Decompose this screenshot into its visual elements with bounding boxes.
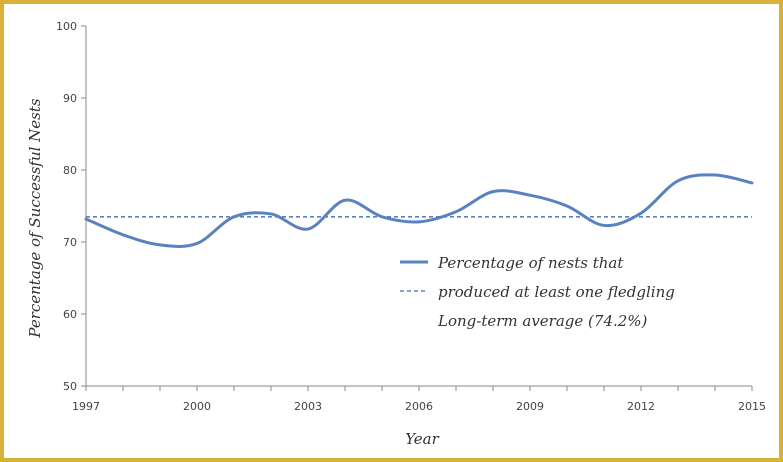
x-tick-label: 2012	[627, 400, 655, 413]
y-tick-label: 80	[63, 164, 77, 177]
legend: Percentage of nests that produced at lea…	[400, 254, 675, 330]
x-tick-label: 2000	[183, 400, 211, 413]
legend-label-line1: Percentage of nests that	[437, 254, 624, 272]
y-axis-title: Percentage of Successful Nests	[26, 98, 44, 338]
x-tick-label: 2015	[738, 400, 766, 413]
y-tick-label: 90	[63, 92, 77, 105]
x-tick-label: 2006	[405, 400, 433, 413]
y-tick-label: 60	[63, 308, 77, 321]
legend-label-line2: produced at least one fledgling	[438, 283, 675, 301]
series-line-nest-success	[84, 173, 754, 248]
y-tick-label: 70	[63, 236, 77, 249]
x-tick-label: 2009	[516, 400, 544, 413]
x-tick-label: 1997	[72, 400, 100, 413]
y-tick-labels: 50 60 70 80 90 100	[56, 20, 86, 393]
y-tick-label: 100	[56, 20, 77, 33]
x-tick-label: 2003	[294, 400, 322, 413]
series-layer	[84, 173, 754, 248]
x-axis-title: Year	[405, 430, 439, 448]
x-tick-labels: 1997 2000 2003 2006 2009 2012 2015	[72, 386, 766, 413]
legend-label-line3: Long-term average (74.2%)	[437, 312, 648, 330]
y-tick-label: 50	[63, 380, 77, 393]
